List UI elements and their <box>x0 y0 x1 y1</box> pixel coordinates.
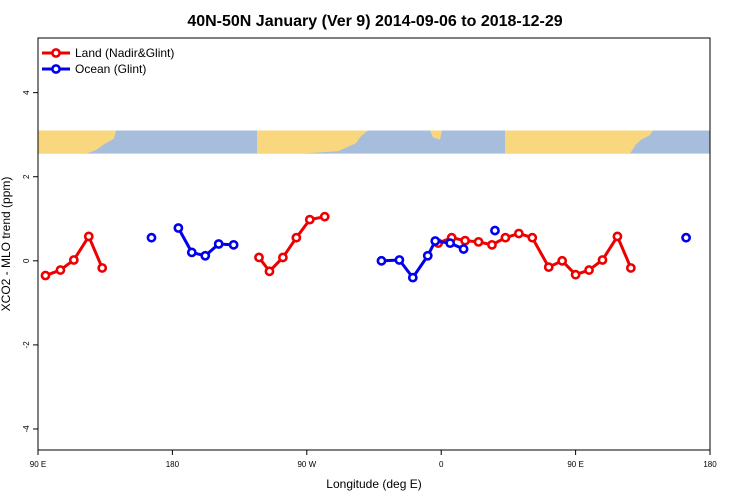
x-tick-label: 90 E <box>567 460 583 469</box>
legend: Land (Nadir&Glint) Ocean (Glint) <box>42 46 174 76</box>
x-tick-label: 180 <box>703 460 717 469</box>
data-point <box>186 247 197 258</box>
data-point <box>173 223 184 233</box>
data-point <box>407 272 418 283</box>
map-strip <box>38 130 710 154</box>
data-point <box>264 266 275 277</box>
legend-marker-land <box>51 48 61 58</box>
data-point <box>213 239 224 249</box>
land-mass <box>257 130 368 154</box>
data-point <box>513 228 524 239</box>
data-point <box>458 244 469 254</box>
data-point <box>500 232 511 243</box>
legend-label-land: Land (Nadir&Glint) <box>75 46 174 60</box>
x-tick-label: 90 W <box>297 460 316 469</box>
data-point <box>570 269 581 280</box>
data-point <box>55 265 66 275</box>
y-tick-label: 4 <box>22 90 31 95</box>
legend-marker-ocean <box>51 64 61 74</box>
data-point <box>527 232 538 243</box>
data-point <box>490 225 500 236</box>
data-point <box>584 265 594 275</box>
data-point <box>97 263 108 273</box>
data-point <box>83 231 94 242</box>
land-mass <box>505 130 653 154</box>
data-point <box>254 252 264 263</box>
x-tick-label: 180 <box>166 460 180 469</box>
y-tick-label: 0 <box>22 258 31 263</box>
data-point <box>445 238 456 249</box>
data-point <box>543 262 554 273</box>
series-ocean <box>146 223 692 283</box>
x-tick-label: 90 E <box>30 460 46 469</box>
data-point <box>625 263 636 273</box>
data-point <box>681 232 692 243</box>
data-point <box>291 232 302 243</box>
legend-item-land: Land (Nadir&Glint) <box>42 46 174 60</box>
x-axis: 90 E 180 90 W 0 90 E 180 <box>30 450 717 469</box>
x-axis-title: Longitude (deg E) <box>326 477 421 491</box>
plot-frame <box>37 37 711 451</box>
land-mass <box>38 130 116 154</box>
data-point <box>394 255 405 265</box>
land-mass <box>610 130 618 138</box>
y-tick-label: -4 <box>22 425 31 433</box>
data-point <box>278 252 288 263</box>
chart-title: 40N-50N January (Ver 9) 2014-09-06 to 20… <box>187 13 562 30</box>
series-layer <box>40 211 692 283</box>
data-point <box>319 211 330 222</box>
data-point <box>228 239 239 250</box>
legend-item-ocean: Ocean (Glint) <box>42 62 146 76</box>
y-tick-label: 2 <box>22 174 31 179</box>
y-tick-label: -2 <box>22 341 31 349</box>
data-point <box>460 235 470 246</box>
land-mass <box>430 130 442 140</box>
data-point <box>200 250 211 261</box>
series-land <box>40 211 636 281</box>
data-point <box>68 255 79 265</box>
data-point <box>422 250 433 261</box>
data-point <box>597 255 608 265</box>
data-point <box>487 239 497 250</box>
series-line <box>257 215 326 273</box>
data-point <box>376 255 387 266</box>
map-strip-land <box>38 130 653 154</box>
data-point <box>40 270 51 281</box>
data-point <box>430 236 441 246</box>
data-point <box>304 214 315 225</box>
y-axis: -4 -2 0 2 4 <box>22 90 38 433</box>
data-point <box>612 231 623 242</box>
legend-label-ocean: Ocean (Glint) <box>75 62 146 76</box>
data-point <box>557 255 568 266</box>
x-tick-label: 0 <box>439 460 444 469</box>
data-point <box>473 236 484 247</box>
y-axis-title: XCO2 - MLO trend (ppm) <box>0 177 13 312</box>
data-point <box>146 232 157 243</box>
